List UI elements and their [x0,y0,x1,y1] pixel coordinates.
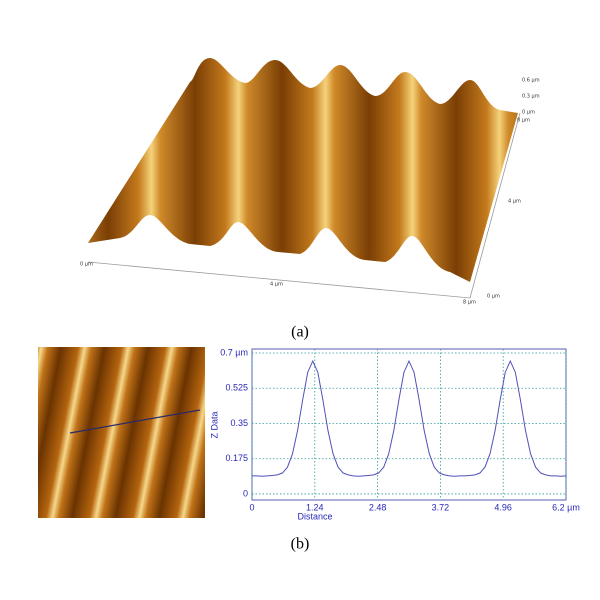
y-tick-label: 0.7 µm [220,347,248,357]
x-axis-label: 0 µm [80,262,93,268]
y-axis-title: Z Data [209,411,219,438]
plot-frame [251,348,567,501]
x-tick-label: 6.2 µm [552,502,580,512]
surface-axes [87,112,521,299]
surface [88,58,518,282]
x-axis-label: 8 µm [463,300,476,306]
y-tick-label: 0.175 [225,453,248,463]
x-tick-label: 2.48 [369,502,387,512]
y-tick-label: 0.35 [230,418,248,428]
x-tick-label: 1.24 [306,502,324,512]
x-tick-label: 3.72 [432,502,450,512]
afm-image [38,347,205,518]
profile-line [69,409,201,434]
panel-label: (b) [291,536,310,553]
z-axis-label: 0.6 µm [522,78,540,84]
y-axis-label: 4 µm [508,199,521,205]
y-tick-label: 0.525 [225,383,248,393]
x-axis-title: Distance [297,511,332,521]
profile-chart: Distance Z Data 0 0.175 0.35 0.525 0.7 µm 0 1.… [209,347,579,521]
z-axis-label: 0.3 µm [522,94,540,100]
x-tick-label: 4.96 [494,502,512,512]
z-axis-label: 0 µm [522,110,535,116]
profile-line [252,359,567,477]
y-axis-label: 8 µm [517,118,530,124]
y-tick-label: 0 [243,488,248,498]
y-axis-label: 0 µm [487,294,500,300]
surface-3d [87,58,521,299]
x-tick-label: 0 [249,502,254,512]
panel-label: (a) [291,324,309,341]
x-axis-label: 4 µm [270,282,283,288]
